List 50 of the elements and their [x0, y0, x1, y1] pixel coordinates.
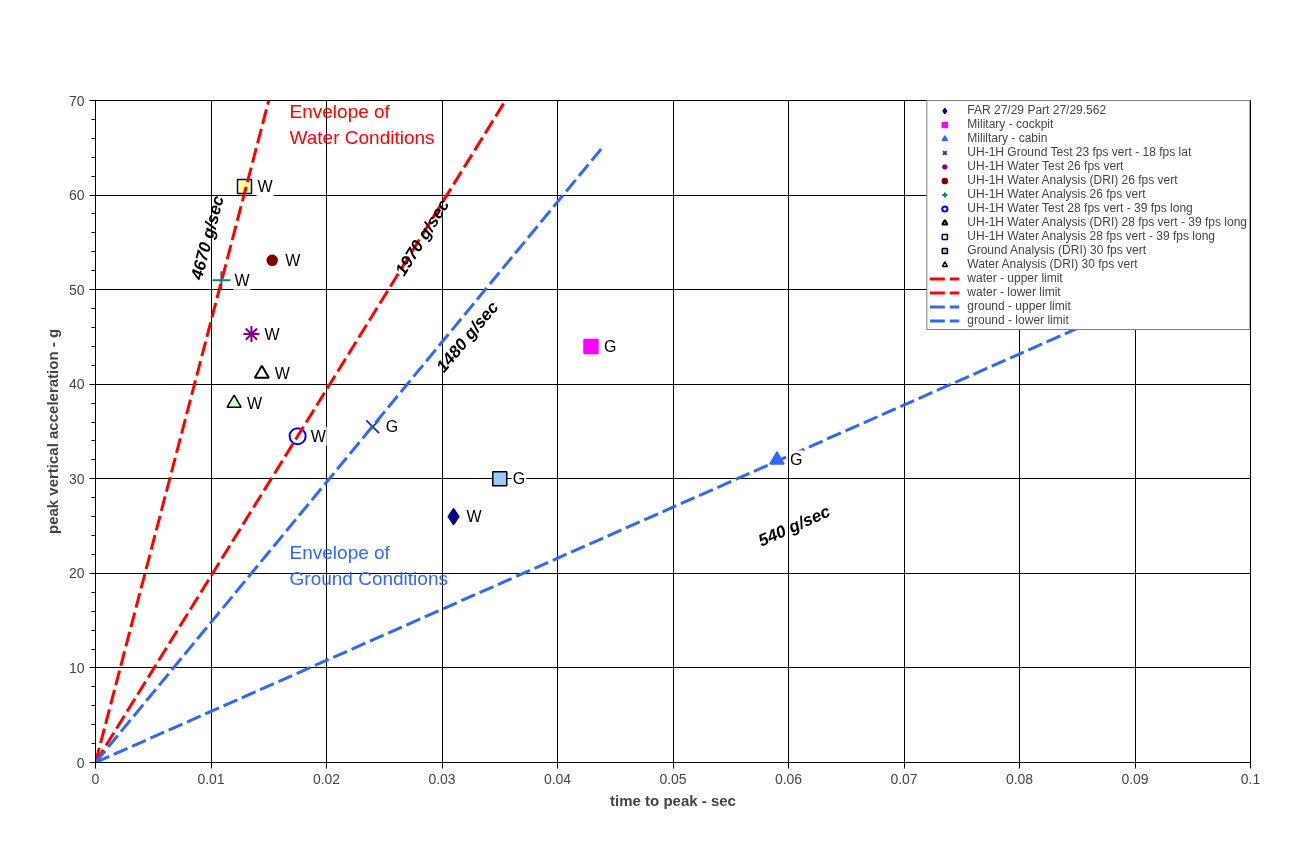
legend-label: FAR 27/29 Part 27/29.562 [967, 103, 1107, 117]
legend-label: Mililtary - cabin [967, 131, 1048, 145]
annotation: W [264, 325, 281, 343]
annotation: G [789, 451, 803, 469]
x-axis-title: time to peak - sec [610, 791, 736, 809]
y-axis-title: peak vertical acceleration - g [43, 328, 61, 535]
annotation: W [274, 365, 291, 383]
annotation: W [466, 508, 483, 526]
x-tick-label: 0.1 [1240, 770, 1261, 787]
legend-label: Ground Analysis (DRI) 30 fps vert [967, 243, 1147, 257]
legend-label: UH-1H Water Test 26 fps vert [967, 159, 1124, 173]
legend-label: UH-1H Water Test 28 fps vert - 39 fps long [967, 201, 1193, 215]
legend-label: UH-1H Water Analysis 26 fps vert [967, 187, 1146, 201]
x-tick-label: 0.01 [197, 770, 225, 787]
x-tick-label: 0.02 [312, 770, 341, 787]
annotation: G [512, 470, 526, 488]
x-tick-label: 0.04 [543, 770, 572, 787]
legend-label: ground - lower limit [967, 313, 1069, 327]
x-tick-label: 0.05 [659, 770, 687, 787]
y-tick-label: 70 [68, 92, 85, 109]
legend-label: UH-1H Water Analysis (DRI) 26 fps vert [967, 173, 1178, 187]
legend-label: Military - cockpit [967, 117, 1054, 131]
legend-label: UH-1H Ground Test 23 fps vert - 18 fps lat [967, 145, 1192, 159]
y-tick-label: 10 [68, 659, 85, 676]
annotation: W [234, 271, 251, 289]
y-tick-label: 40 [68, 376, 85, 393]
annotation: W [247, 394, 264, 412]
legend-label: water - lower limit [967, 285, 1061, 299]
legend-label: UH-1H Water Analysis 28 fps vert - 39 fps long [967, 229, 1215, 243]
annotation: W [310, 427, 327, 445]
y-tick-label: 0 [76, 754, 85, 771]
legend-label: ground - upper limit [967, 299, 1071, 313]
x-tick-label: 0.06 [774, 770, 803, 787]
annotation: 540 g/sec [755, 501, 834, 551]
legend-label: water - upper limit [967, 271, 1063, 285]
legend-label: Water Analysis (DRI) 30 fps vert [967, 257, 1138, 271]
annotation: G [385, 418, 399, 436]
x-tick-label: 0 [91, 770, 100, 787]
annotation: W [257, 178, 274, 196]
annotation: W [285, 251, 302, 269]
x-tick-label: 0.03 [428, 770, 456, 787]
legend-label: UH-1H Water Analysis (DRI) 28 fps vert - 39 fps long [967, 215, 1247, 229]
y-tick-label: 30 [68, 470, 85, 487]
x-tick-label: 0.08 [1005, 770, 1034, 787]
y-tick-label: 50 [68, 281, 85, 298]
x-tick-label: 0.09 [1121, 770, 1149, 787]
annotation: G [603, 337, 617, 355]
x-tick-label: 0.07 [890, 770, 918, 787]
y-tick-label: 60 [68, 187, 85, 204]
y-tick-label: 20 [68, 565, 85, 582]
